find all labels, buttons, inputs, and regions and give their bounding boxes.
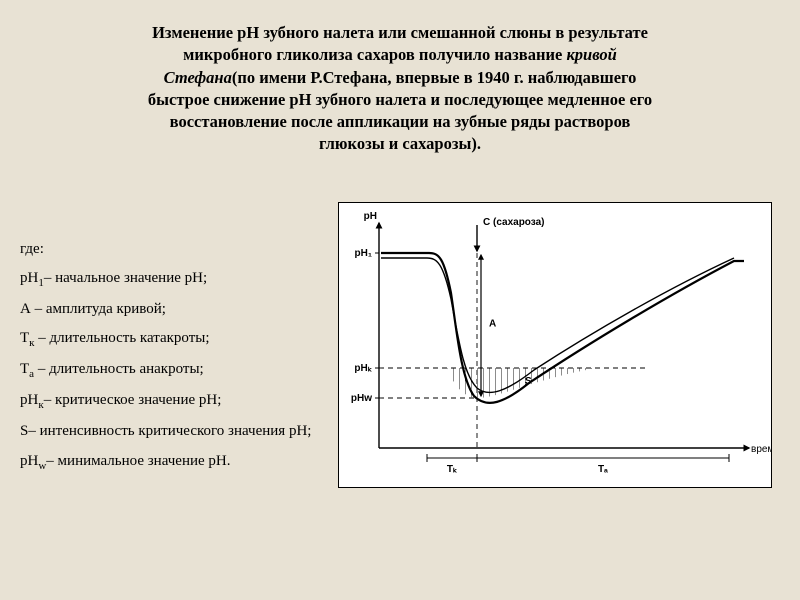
svg-text:Tₖ: Tₖ [447,464,458,475]
legend-item: рНw– минимальное значение рН. [20,450,330,475]
slide: { "title": { "line1": "Изменение рН зубн… [0,0,800,600]
svg-text:pH: pH [364,211,377,222]
title-italic: кривой [566,45,616,64]
title-line: быстрое снижение рН зубного налета и пос… [148,90,652,109]
legend-item: рНк– критическое значение рН; [20,389,330,414]
legend-item: А – амплитуда кривой; [20,298,330,321]
figure-box: pH₁pHₖpHwС (сахароза)ASTₖTₐpHвремя [338,202,772,488]
svg-text:pH₁: pH₁ [355,248,372,259]
stephan-curve-chart: pH₁pHₖpHwС (сахароза)ASTₖTₐpHвремя [339,203,771,487]
svg-text:С (сахароза): С (сахароза) [483,217,545,228]
title-line: восстановление после аппликации на зубны… [170,112,631,131]
title-line: Изменение рН зубного налета или смешанно… [152,23,648,42]
svg-text:pHₖ: pHₖ [354,363,372,374]
legend-item: Тк – длительность катакроты; [20,327,330,352]
body-row: где: рН1– начальное значение рН; А – амп… [0,166,800,488]
title-block: Изменение рН зубного налета или смешанно… [0,0,800,166]
title-line: (по имени Р.Стефана, впервые в 1940 г. н… [232,68,637,87]
legend-item: Та – длительность анакроты; [20,358,330,383]
legend-item: рН1– начальное значение рН; [20,267,330,292]
svg-text:pHw: pHw [351,393,372,404]
title-italic: Стефана [164,68,232,87]
svg-text:A: A [489,318,496,329]
title-line: глюкозы и сахарозы). [319,134,481,153]
svg-text:время: время [751,444,771,455]
legend-where: где: [20,238,330,261]
legend-block: где: рН1– начальное значение рН; А – амп… [20,202,330,488]
figure-container: pH₁pHₖpHwС (сахароза)ASTₖTₐpHвремя [330,202,780,488]
legend-item: S– интенсивность критического значения р… [20,420,330,443]
title-line: микробного гликолиза сахаров получило на… [183,45,566,64]
svg-text:Tₐ: Tₐ [598,464,608,475]
